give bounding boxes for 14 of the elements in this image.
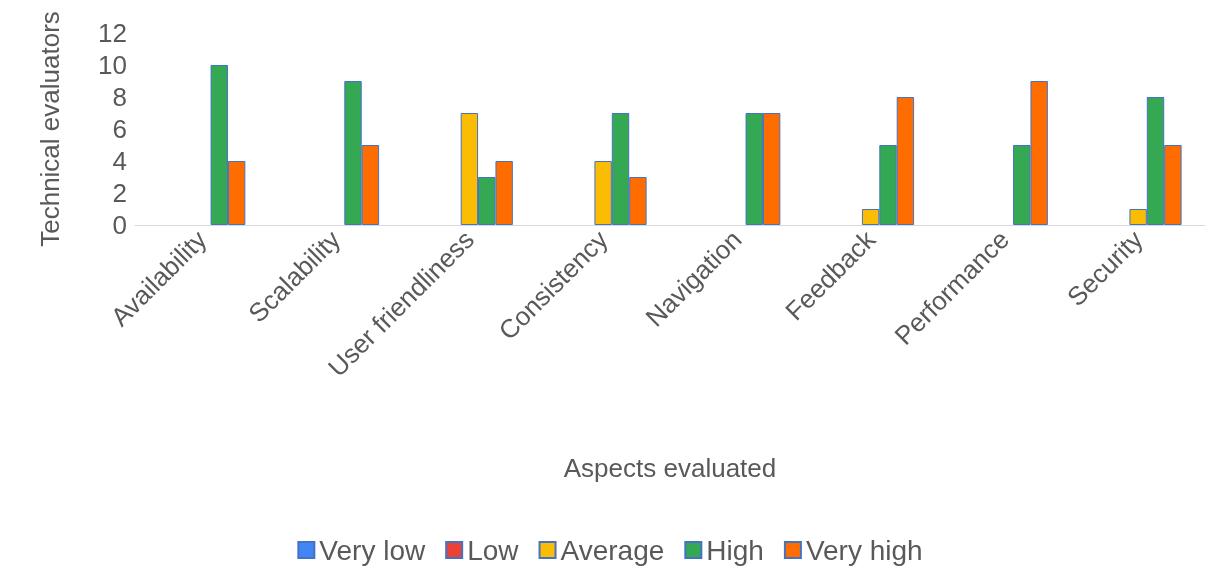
legend-label: Average: [560, 534, 665, 566]
legend-label: Very high: [805, 534, 923, 566]
y-tick-label: 8: [112, 82, 127, 112]
y-tick-label: 12: [98, 18, 127, 48]
y-tick-label: 10: [98, 50, 127, 80]
y-tick-label: 0: [112, 210, 127, 240]
y-tick-label: 2: [112, 178, 127, 208]
y-tick-label: 6: [112, 114, 127, 144]
y-tick-label: 4: [112, 146, 127, 176]
legend-label: Very low: [319, 534, 426, 566]
x-axis-title: Aspects evaluated: [563, 453, 777, 483]
legend-label: Low: [467, 534, 520, 566]
legend-label: High: [706, 534, 764, 566]
y-axis-title: Technical evaluators: [35, 11, 65, 247]
